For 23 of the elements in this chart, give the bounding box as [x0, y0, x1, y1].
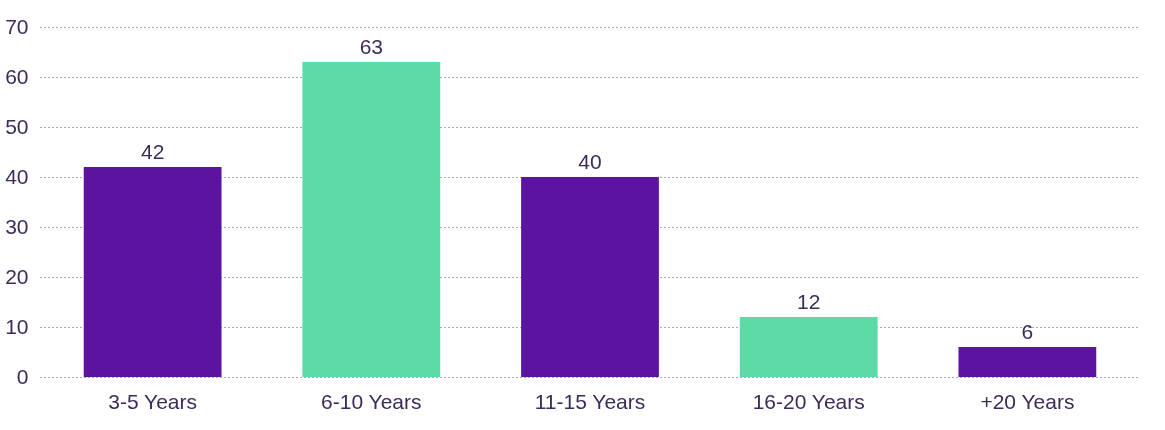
- data-label: 42: [140, 140, 165, 163]
- x-tick-label: 11-15 Years: [534, 389, 646, 413]
- y-tick-label: 50: [5, 114, 29, 138]
- x-tick-label: 6-10 Years: [321, 389, 422, 413]
- y-tick-label: 70: [5, 14, 29, 38]
- y-tick-label: 30: [5, 214, 29, 238]
- data-label: 6: [1021, 320, 1034, 343]
- y-tick-label: 10: [5, 314, 29, 338]
- y-tick-label: 60: [5, 64, 29, 88]
- data-label: 40: [578, 150, 602, 173]
- y-tick-label: 20: [5, 264, 29, 288]
- data-label: 12: [797, 290, 821, 313]
- y-tick-label: 40: [5, 164, 29, 188]
- bar: [83, 167, 222, 377]
- bar: [958, 347, 1097, 377]
- x-tick-label: +20 Years: [980, 389, 1075, 413]
- bar: [739, 317, 878, 377]
- x-tick-label: 3-5 Years: [108, 389, 197, 413]
- data-label: 63: [359, 35, 383, 58]
- y-tick-label: 0: [16, 364, 29, 388]
- x-tick-label: 16-20 Years: [752, 389, 865, 413]
- bar: [302, 62, 441, 377]
- bar: [521, 177, 659, 377]
